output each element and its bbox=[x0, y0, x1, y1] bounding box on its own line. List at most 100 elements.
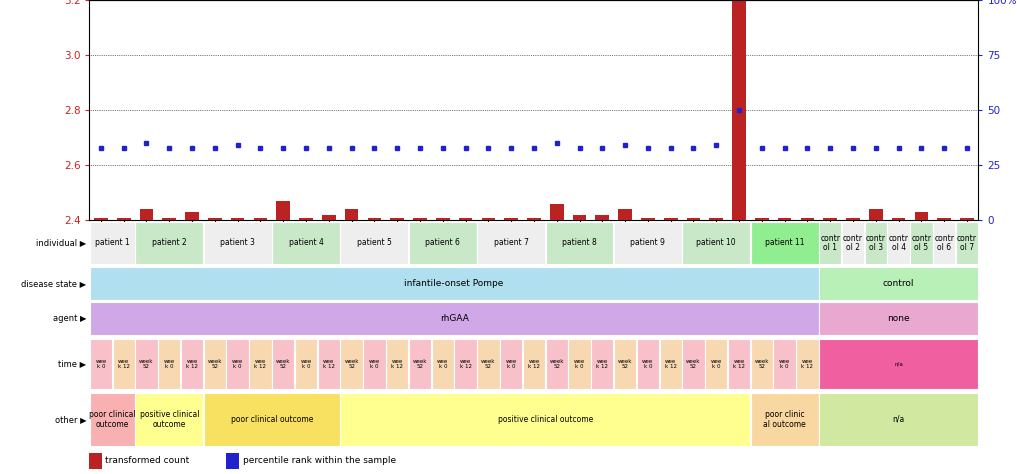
Text: wee
k 12: wee k 12 bbox=[186, 359, 198, 369]
Text: wee
k 0: wee k 0 bbox=[232, 359, 243, 369]
Bar bbox=[459, 218, 472, 220]
Bar bbox=[227, 339, 249, 389]
Text: patient 3: patient 3 bbox=[221, 238, 255, 247]
Text: contr
ol 2: contr ol 2 bbox=[843, 234, 863, 252]
Bar bbox=[728, 339, 751, 389]
Text: none: none bbox=[887, 314, 910, 323]
Bar bbox=[819, 339, 978, 389]
Bar bbox=[341, 393, 751, 446]
Bar bbox=[527, 218, 541, 220]
Bar bbox=[774, 339, 795, 389]
Bar bbox=[914, 212, 929, 220]
Bar bbox=[682, 339, 705, 389]
Bar bbox=[637, 339, 659, 389]
Bar bbox=[846, 218, 859, 220]
Bar bbox=[591, 339, 613, 389]
Text: wee
k 0: wee k 0 bbox=[574, 359, 585, 369]
Bar bbox=[299, 218, 313, 220]
Bar bbox=[614, 339, 637, 389]
Bar bbox=[203, 393, 340, 446]
Bar bbox=[956, 222, 978, 264]
Bar bbox=[89, 302, 819, 335]
Text: time ▶: time ▶ bbox=[58, 359, 86, 368]
Bar bbox=[409, 222, 477, 264]
Bar bbox=[481, 218, 495, 220]
Bar bbox=[892, 218, 905, 220]
Bar bbox=[113, 339, 135, 389]
Text: wee
k 12: wee k 12 bbox=[665, 359, 676, 369]
Text: week
52: week 52 bbox=[276, 359, 291, 369]
Bar bbox=[819, 302, 978, 335]
Bar bbox=[751, 339, 773, 389]
Text: wee
k 0: wee k 0 bbox=[96, 359, 107, 369]
Bar bbox=[363, 339, 385, 389]
Text: other ▶: other ▶ bbox=[55, 415, 86, 424]
Bar bbox=[203, 339, 226, 389]
Text: week
52: week 52 bbox=[549, 359, 564, 369]
Text: contr
ol 1: contr ol 1 bbox=[821, 234, 840, 252]
Text: percentile rank within the sample: percentile rank within the sample bbox=[242, 456, 396, 465]
Bar bbox=[94, 218, 108, 220]
Bar bbox=[573, 215, 587, 220]
Text: wee
k 0: wee k 0 bbox=[437, 359, 448, 369]
Bar bbox=[345, 210, 358, 220]
Bar bbox=[778, 218, 791, 220]
Text: wee
k 12: wee k 12 bbox=[733, 359, 745, 369]
Bar bbox=[273, 222, 340, 264]
Bar bbox=[135, 339, 158, 389]
Text: wee
k 12: wee k 12 bbox=[801, 359, 814, 369]
Text: positive clinical outcome: positive clinical outcome bbox=[497, 415, 593, 424]
Bar bbox=[135, 393, 203, 446]
Text: week
52: week 52 bbox=[686, 359, 701, 369]
Text: wee
k 0: wee k 0 bbox=[643, 359, 654, 369]
Bar bbox=[413, 218, 427, 220]
Bar bbox=[477, 339, 499, 389]
Text: n/a: n/a bbox=[894, 361, 903, 366]
Bar bbox=[682, 222, 751, 264]
Text: patient 9: patient 9 bbox=[631, 238, 665, 247]
Bar bbox=[869, 210, 883, 220]
Bar bbox=[732, 0, 745, 220]
Bar bbox=[933, 222, 955, 264]
Bar bbox=[135, 222, 203, 264]
Bar bbox=[409, 339, 431, 389]
Bar bbox=[436, 218, 450, 220]
Text: agent ▶: agent ▶ bbox=[53, 314, 86, 323]
Bar bbox=[819, 267, 978, 300]
Text: week
52: week 52 bbox=[755, 359, 769, 369]
Text: wee
k 0: wee k 0 bbox=[300, 359, 311, 369]
Text: contr
ol 3: contr ol 3 bbox=[865, 234, 886, 252]
Text: patient 6: patient 6 bbox=[425, 238, 461, 247]
Text: week
52: week 52 bbox=[413, 359, 427, 369]
Text: week
52: week 52 bbox=[207, 359, 222, 369]
Bar bbox=[203, 222, 272, 264]
Bar bbox=[208, 218, 222, 220]
Bar bbox=[295, 339, 317, 389]
Text: wee
k 0: wee k 0 bbox=[505, 359, 517, 369]
Bar bbox=[431, 339, 454, 389]
Bar bbox=[231, 218, 244, 220]
Text: week
52: week 52 bbox=[139, 359, 154, 369]
Bar bbox=[864, 222, 887, 264]
Bar bbox=[391, 218, 404, 220]
Text: disease state ▶: disease state ▶ bbox=[21, 279, 86, 288]
Text: contr
ol 5: contr ol 5 bbox=[911, 234, 932, 252]
Bar bbox=[89, 267, 819, 300]
Bar bbox=[341, 339, 363, 389]
Bar bbox=[89, 222, 135, 264]
Bar bbox=[227, 453, 239, 469]
Bar bbox=[477, 222, 545, 264]
Text: wee
k 12: wee k 12 bbox=[528, 359, 540, 369]
Text: wee
k 12: wee k 12 bbox=[322, 359, 335, 369]
Text: wee
k 0: wee k 0 bbox=[164, 359, 175, 369]
Text: wee
k 12: wee k 12 bbox=[392, 359, 403, 369]
Text: poor clinic
al outcome: poor clinic al outcome bbox=[763, 410, 806, 429]
Text: week
52: week 52 bbox=[481, 359, 495, 369]
Bar bbox=[960, 218, 974, 220]
Bar bbox=[618, 210, 632, 220]
Text: poor clinical
outcome: poor clinical outcome bbox=[88, 410, 135, 429]
Bar bbox=[686, 218, 701, 220]
Bar bbox=[253, 218, 267, 220]
Bar bbox=[317, 339, 340, 389]
Bar bbox=[500, 339, 523, 389]
